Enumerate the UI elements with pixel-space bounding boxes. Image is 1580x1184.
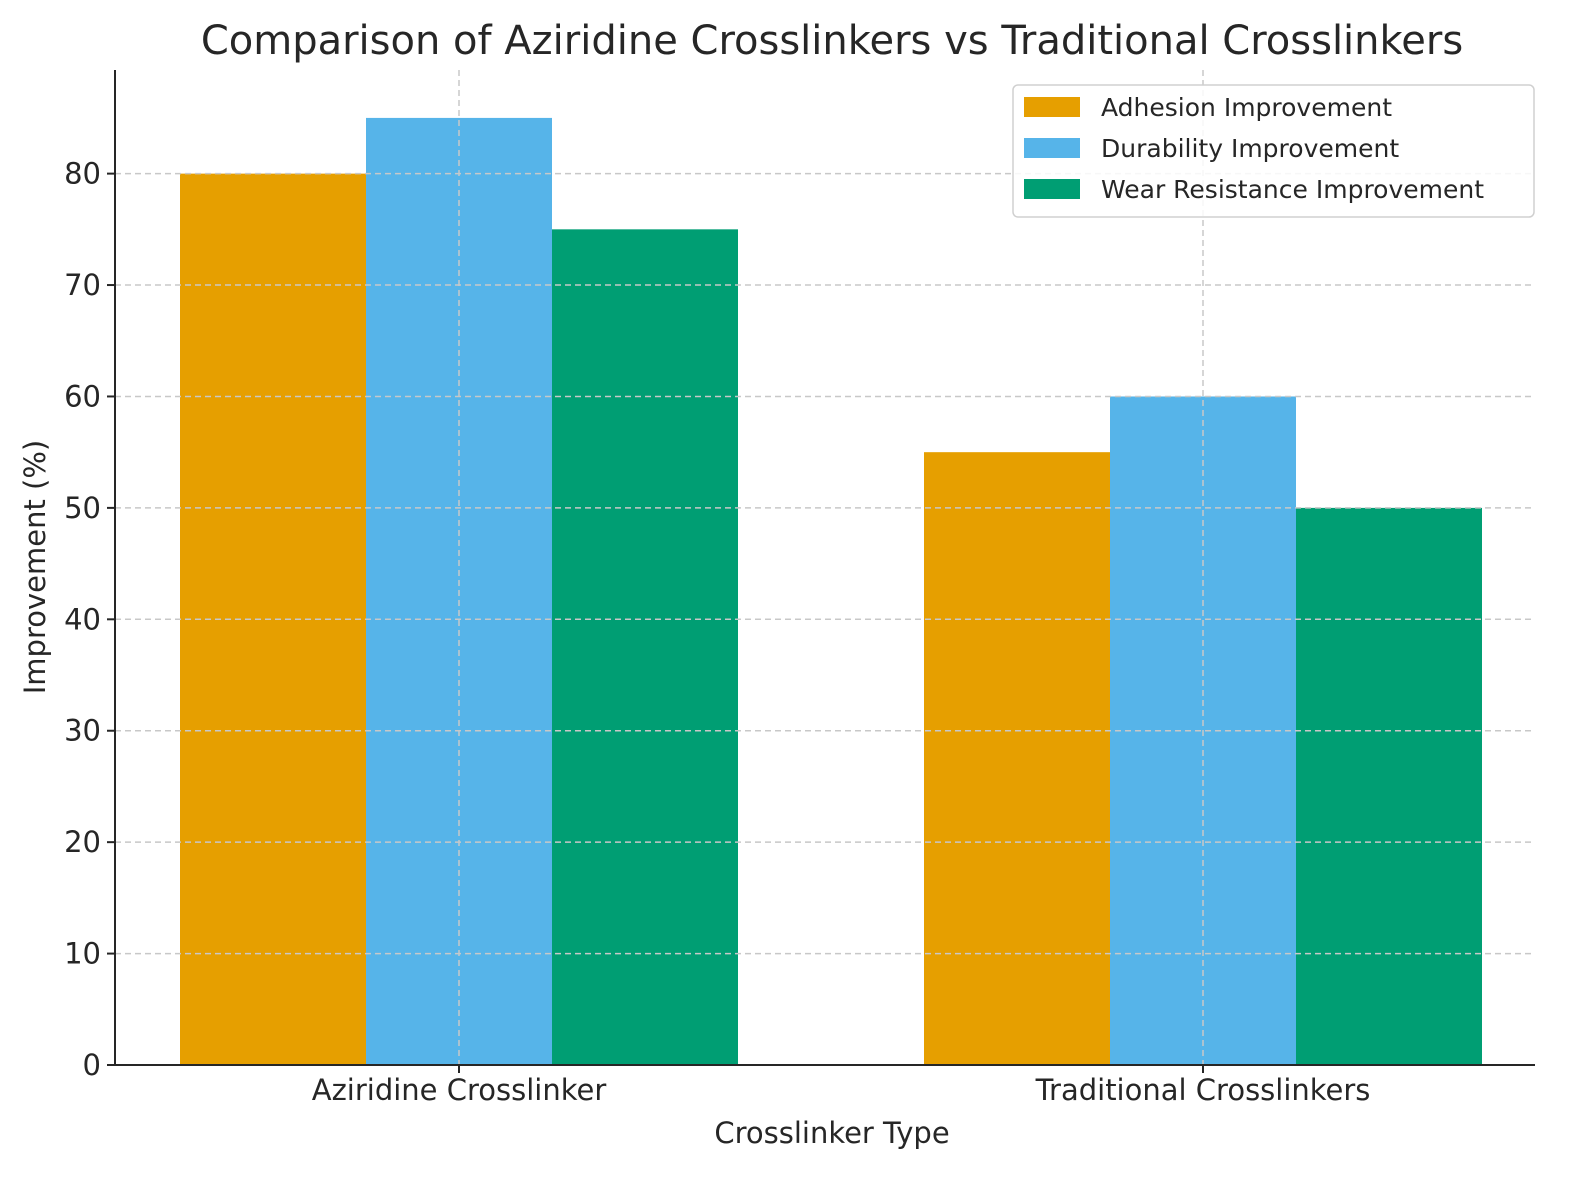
y-axis-label: Improvement (%) [18,440,52,695]
y-tick-label: 30 [64,714,101,748]
legend-swatch-1 [1024,138,1080,158]
y-tick-label: 50 [64,491,101,525]
bar-0-1 [924,452,1110,1065]
y-tick-label: 70 [64,268,101,302]
legend-swatch-0 [1024,97,1080,117]
bar-2-1 [1296,507,1482,1065]
y-tick-label: 0 [83,1048,101,1082]
grid [115,70,1535,1065]
chart-title: Comparison of Aziridine Crosslinkers vs … [201,18,1463,64]
legend-label-0: Adhesion Improvement [1101,93,1392,122]
y-tick-label: 20 [64,825,101,859]
legend-box [1012,84,1535,218]
x-axis-label: Crosslinker Type [714,1116,949,1150]
y-tick-label: 80 [64,157,101,191]
y-tick-label: 60 [64,379,101,413]
bars [180,117,1482,1065]
x-tick-label: Aziridine Crosslinker [312,1073,607,1107]
y-tick-label: 40 [64,602,101,636]
y-tick-label: 10 [64,937,101,971]
legend: Adhesion Improvement Durability Improveme… [1012,84,1535,218]
legend-label-1: Durability Improvement [1101,134,1399,163]
x-tick-label: Traditional Crosslinkers [1035,1073,1371,1107]
axes: 0 10 20 30 40 50 60 70 80 Aziridine Crosslinker Tr… [64,70,1535,1107]
bar-2-0 [552,229,738,1065]
legend-swatch-2 [1024,179,1080,199]
legend-label-2: Wear Resistance Improvement [1101,175,1484,204]
